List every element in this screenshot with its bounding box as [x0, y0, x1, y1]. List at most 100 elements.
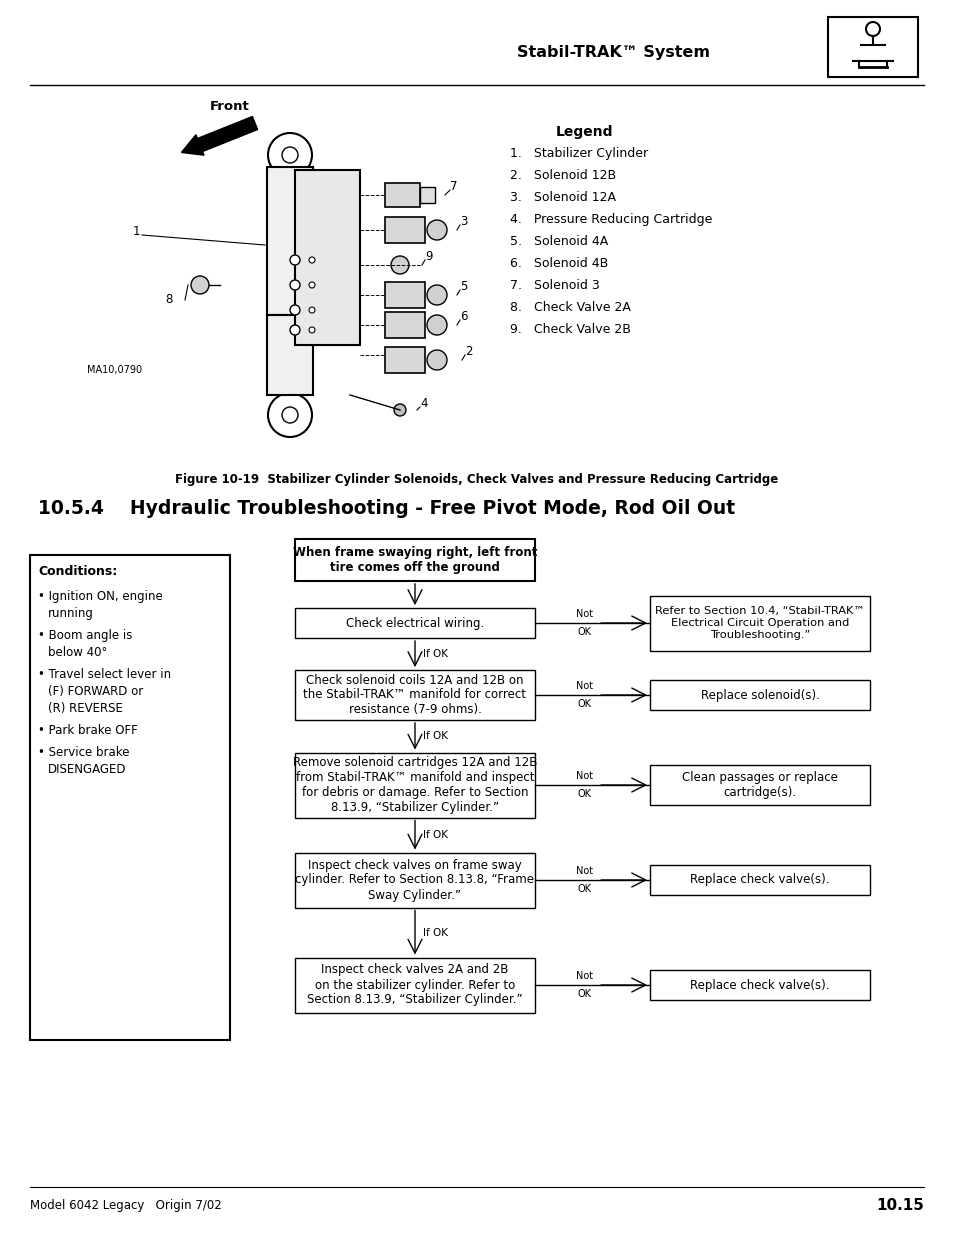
- Circle shape: [290, 254, 299, 266]
- Text: Check electrical wiring.: Check electrical wiring.: [346, 616, 483, 630]
- Text: • Service brake: • Service brake: [38, 746, 130, 760]
- Text: 7: 7: [450, 180, 457, 193]
- Text: Not: Not: [576, 866, 593, 876]
- Circle shape: [290, 280, 299, 290]
- Text: 10.5.4    Hydraulic Troubleshooting - Free Pivot Mode, Rod Oil Out: 10.5.4 Hydraulic Troubleshooting - Free …: [38, 499, 735, 519]
- Circle shape: [290, 325, 299, 335]
- Text: • Ignition ON, engine: • Ignition ON, engine: [38, 590, 163, 603]
- Text: 6: 6: [459, 310, 467, 324]
- Circle shape: [427, 350, 447, 370]
- Text: Not: Not: [576, 609, 593, 619]
- Text: running: running: [48, 606, 93, 620]
- FancyBboxPatch shape: [385, 217, 424, 243]
- Text: OK: OK: [577, 989, 591, 999]
- Text: OK: OK: [577, 884, 591, 894]
- Text: Not: Not: [576, 971, 593, 981]
- Circle shape: [309, 308, 314, 312]
- Text: 3: 3: [459, 215, 467, 228]
- Text: Not: Not: [576, 680, 593, 692]
- Circle shape: [391, 256, 409, 274]
- FancyBboxPatch shape: [294, 608, 535, 638]
- Text: Clean passages or replace
cartridge(s).: Clean passages or replace cartridge(s).: [681, 771, 837, 799]
- Text: 4: 4: [419, 396, 427, 410]
- Text: 4.   Pressure Reducing Cartridge: 4. Pressure Reducing Cartridge: [510, 212, 712, 226]
- FancyBboxPatch shape: [30, 555, 230, 1040]
- Text: Legend: Legend: [556, 125, 613, 140]
- Text: 9.   Check Valve 2B: 9. Check Valve 2B: [510, 324, 630, 336]
- Circle shape: [309, 327, 314, 333]
- Text: Refer to Section 10.4, “Stabil-TRAK™
Electrical Circuit Operation and
Troublesho: Refer to Section 10.4, “Stabil-TRAK™ Ele…: [655, 606, 864, 640]
- FancyBboxPatch shape: [294, 752, 535, 818]
- Circle shape: [394, 404, 406, 416]
- Text: 3.   Solenoid 12A: 3. Solenoid 12A: [510, 191, 616, 204]
- FancyBboxPatch shape: [649, 864, 869, 895]
- FancyBboxPatch shape: [294, 538, 535, 580]
- Text: 2.   Solenoid 12B: 2. Solenoid 12B: [510, 169, 616, 182]
- FancyArrow shape: [181, 116, 257, 156]
- Text: 1: 1: [132, 225, 140, 238]
- Text: (F) FORWARD or: (F) FORWARD or: [48, 685, 143, 698]
- FancyBboxPatch shape: [419, 186, 435, 203]
- Text: OK: OK: [577, 699, 591, 709]
- FancyBboxPatch shape: [649, 969, 869, 1000]
- Text: • Park brake OFF: • Park brake OFF: [38, 724, 137, 737]
- FancyBboxPatch shape: [385, 347, 424, 373]
- FancyBboxPatch shape: [649, 680, 869, 710]
- Text: Figure 10-19  Stabilizer Cylinder Solenoids, Check Valves and Pressure Reducing : Figure 10-19 Stabilizer Cylinder Solenoi…: [175, 473, 778, 485]
- FancyBboxPatch shape: [294, 957, 535, 1013]
- FancyBboxPatch shape: [267, 315, 313, 395]
- Text: If OK: If OK: [422, 731, 448, 741]
- FancyBboxPatch shape: [385, 282, 424, 308]
- Text: Inspect check valves 2A and 2B
on the stabilizer cylinder. Refer to
Section 8.13: Inspect check valves 2A and 2B on the st…: [307, 963, 522, 1007]
- Text: Remove solenoid cartridges 12A and 12B
from Stabil-TRAK™ manifold and inspect
fo: Remove solenoid cartridges 12A and 12B f…: [293, 756, 537, 814]
- Text: 10.15: 10.15: [875, 1198, 923, 1213]
- Circle shape: [309, 257, 314, 263]
- FancyBboxPatch shape: [294, 852, 535, 908]
- Circle shape: [309, 282, 314, 288]
- Text: 5: 5: [459, 280, 467, 293]
- FancyBboxPatch shape: [649, 595, 869, 651]
- Text: Check solenoid coils 12A and 12B on
the Stabil-TRAK™ manifold for correct
resist: Check solenoid coils 12A and 12B on the …: [303, 673, 526, 716]
- FancyBboxPatch shape: [649, 764, 869, 805]
- Circle shape: [191, 275, 209, 294]
- Text: Replace solenoid(s).: Replace solenoid(s).: [700, 688, 819, 701]
- Text: 9: 9: [424, 249, 432, 263]
- Text: Stabil-TRAK™ System: Stabil-TRAK™ System: [517, 44, 709, 59]
- Text: OK: OK: [577, 627, 591, 637]
- FancyBboxPatch shape: [385, 183, 419, 207]
- Text: • Boom angle is: • Boom angle is: [38, 629, 132, 642]
- Circle shape: [427, 220, 447, 240]
- Text: Replace check valve(s).: Replace check valve(s).: [690, 978, 829, 992]
- Text: • Travel select lever in: • Travel select lever in: [38, 668, 171, 680]
- Text: 8: 8: [165, 293, 172, 306]
- Text: below 40°: below 40°: [48, 646, 108, 659]
- Text: 8.   Check Valve 2A: 8. Check Valve 2A: [510, 301, 630, 314]
- Text: MA10,0790: MA10,0790: [87, 366, 142, 375]
- FancyBboxPatch shape: [827, 17, 917, 77]
- Text: If OK: If OK: [422, 927, 448, 937]
- Text: DISENGAGED: DISENGAGED: [48, 763, 127, 776]
- Text: Not: Not: [576, 771, 593, 781]
- Text: Front: Front: [210, 100, 250, 112]
- Text: 2: 2: [464, 345, 472, 358]
- Circle shape: [427, 315, 447, 335]
- Text: When frame swaying right, left front
tire comes off the ground: When frame swaying right, left front tir…: [293, 546, 537, 574]
- FancyBboxPatch shape: [294, 671, 535, 720]
- FancyBboxPatch shape: [267, 167, 313, 315]
- FancyBboxPatch shape: [294, 170, 359, 345]
- Text: If OK: If OK: [422, 650, 448, 659]
- Text: If OK: If OK: [422, 830, 448, 840]
- Text: Model 6042 Legacy   Origin 7/02: Model 6042 Legacy Origin 7/02: [30, 1198, 221, 1212]
- Text: (R) REVERSE: (R) REVERSE: [48, 701, 123, 715]
- Text: 7.   Solenoid 3: 7. Solenoid 3: [510, 279, 599, 291]
- Circle shape: [290, 305, 299, 315]
- Text: OK: OK: [577, 789, 591, 799]
- FancyBboxPatch shape: [385, 312, 424, 338]
- Text: 5.   Solenoid 4A: 5. Solenoid 4A: [510, 235, 608, 248]
- Text: Conditions:: Conditions:: [38, 564, 117, 578]
- Text: 6.   Solenoid 4B: 6. Solenoid 4B: [510, 257, 608, 270]
- Text: Replace check valve(s).: Replace check valve(s).: [690, 873, 829, 887]
- Text: 1.   Stabilizer Cylinder: 1. Stabilizer Cylinder: [510, 147, 647, 161]
- Text: Inspect check valves on frame sway
cylinder. Refer to Section 8.13.8, “Frame
Swa: Inspect check valves on frame sway cylin…: [295, 858, 534, 902]
- Circle shape: [427, 285, 447, 305]
